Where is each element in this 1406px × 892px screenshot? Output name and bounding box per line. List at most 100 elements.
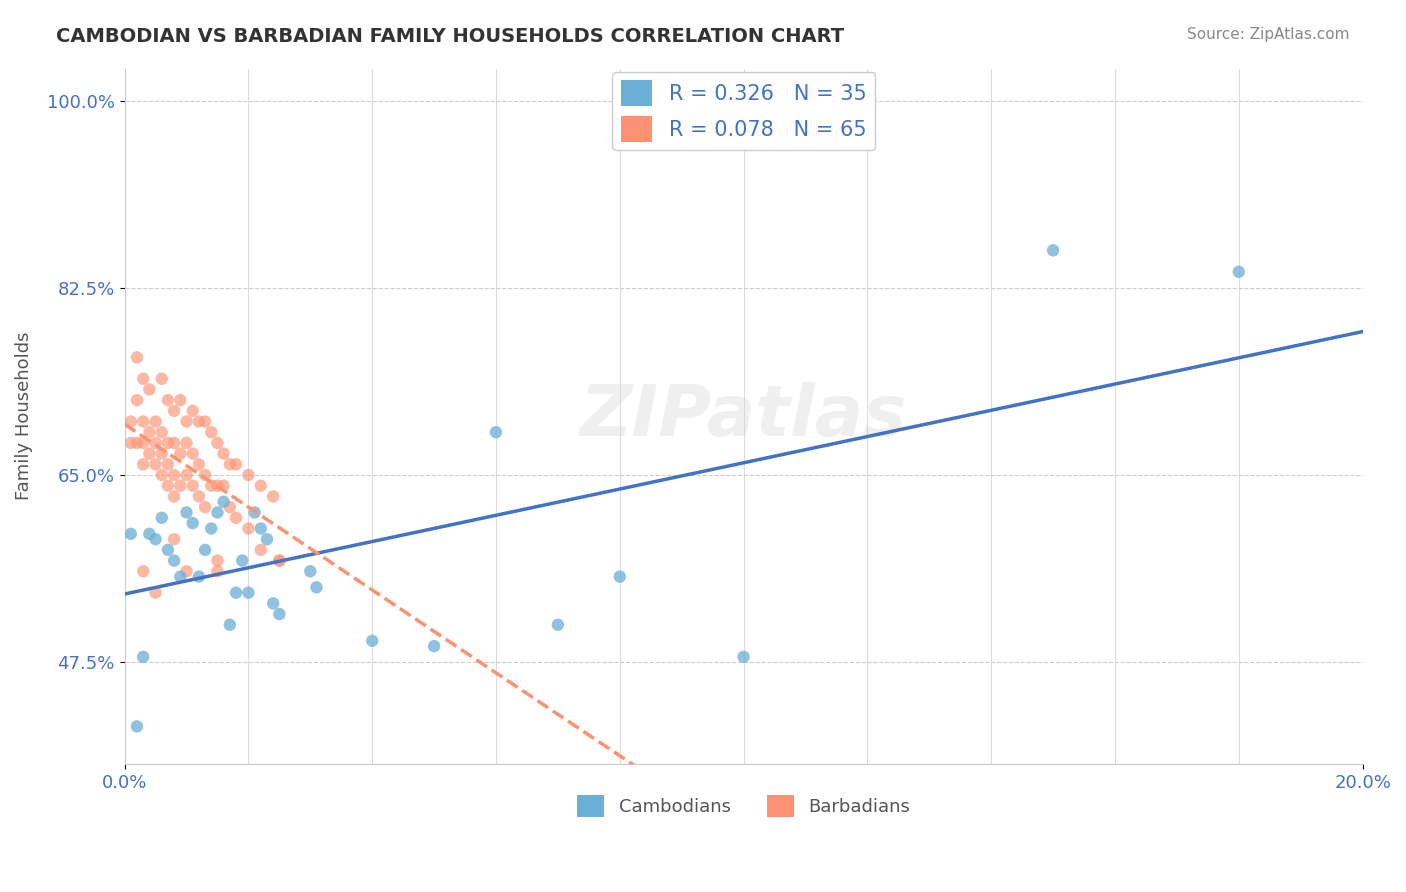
- Text: CAMBODIAN VS BARBADIAN FAMILY HOUSEHOLDS CORRELATION CHART: CAMBODIAN VS BARBADIAN FAMILY HOUSEHOLDS…: [56, 27, 845, 45]
- Point: [138, 383, 160, 397]
- Point: [187, 569, 209, 583]
- Point: [181, 404, 204, 418]
- Point: [238, 585, 260, 599]
- Point: [194, 500, 217, 514]
- Point: [194, 542, 217, 557]
- Point: [485, 425, 508, 440]
- Point: [269, 553, 291, 567]
- Point: [150, 468, 173, 483]
- Point: [169, 393, 191, 408]
- Point: [225, 510, 247, 524]
- Point: [176, 505, 198, 519]
- Point: [163, 468, 186, 483]
- Point: [163, 404, 186, 418]
- Point: [200, 425, 222, 440]
- Point: [262, 490, 284, 504]
- Point: [187, 415, 209, 429]
- Point: [145, 458, 167, 472]
- Point: [169, 447, 191, 461]
- Point: [200, 521, 222, 535]
- Point: [176, 564, 198, 578]
- Point: [125, 393, 148, 408]
- Point: [176, 415, 198, 429]
- Point: [145, 532, 167, 546]
- Point: [423, 639, 446, 653]
- Point: [305, 580, 328, 594]
- Point: [361, 633, 384, 648]
- Point: [150, 372, 173, 386]
- Point: [163, 436, 186, 450]
- Point: [132, 436, 155, 450]
- Point: [150, 510, 173, 524]
- Point: [225, 458, 247, 472]
- Point: [249, 521, 271, 535]
- Point: [156, 479, 179, 493]
- Point: [207, 553, 229, 567]
- Point: [187, 490, 209, 504]
- Point: [156, 393, 179, 408]
- Legend: Cambodians, Barbadians: Cambodians, Barbadians: [569, 788, 917, 824]
- Point: [207, 564, 229, 578]
- Point: [176, 436, 198, 450]
- Point: [156, 542, 179, 557]
- Point: [181, 479, 204, 493]
- Point: [187, 458, 209, 472]
- Point: [249, 542, 271, 557]
- Point: [231, 553, 253, 567]
- Point: [218, 617, 240, 632]
- Point: [1042, 244, 1064, 258]
- Point: [225, 585, 247, 599]
- Point: [145, 415, 167, 429]
- Point: [132, 564, 155, 578]
- Point: [207, 436, 229, 450]
- Text: ZIPatlas: ZIPatlas: [579, 382, 907, 450]
- Point: [218, 500, 240, 514]
- Point: [733, 649, 755, 664]
- Point: [1227, 265, 1250, 279]
- Point: [181, 447, 204, 461]
- Point: [132, 649, 155, 664]
- Point: [132, 458, 155, 472]
- Point: [238, 521, 260, 535]
- Point: [145, 585, 167, 599]
- Point: [547, 617, 569, 632]
- Point: [212, 494, 235, 508]
- Point: [150, 425, 173, 440]
- Point: [120, 415, 142, 429]
- Point: [212, 479, 235, 493]
- Point: [181, 516, 204, 530]
- Point: [132, 415, 155, 429]
- Point: [256, 532, 278, 546]
- Point: [156, 436, 179, 450]
- Point: [169, 569, 191, 583]
- Point: [212, 447, 235, 461]
- Point: [243, 505, 266, 519]
- Point: [238, 468, 260, 483]
- Point: [176, 468, 198, 483]
- Point: [609, 569, 631, 583]
- Point: [194, 415, 217, 429]
- Point: [299, 564, 322, 578]
- Point: [120, 526, 142, 541]
- Point: [207, 505, 229, 519]
- Point: [150, 447, 173, 461]
- Point: [200, 479, 222, 493]
- Point: [163, 553, 186, 567]
- Point: [194, 468, 217, 483]
- Point: [132, 372, 155, 386]
- Y-axis label: Family Households: Family Households: [15, 332, 32, 500]
- Text: Source: ZipAtlas.com: Source: ZipAtlas.com: [1187, 27, 1350, 42]
- Point: [262, 596, 284, 610]
- Point: [138, 447, 160, 461]
- Point: [125, 351, 148, 365]
- Point: [138, 526, 160, 541]
- Point: [207, 479, 229, 493]
- Point: [145, 436, 167, 450]
- Point: [269, 607, 291, 621]
- Point: [125, 719, 148, 733]
- Point: [249, 479, 271, 493]
- Point: [269, 553, 291, 567]
- Point: [163, 532, 186, 546]
- Point: [125, 436, 148, 450]
- Point: [218, 458, 240, 472]
